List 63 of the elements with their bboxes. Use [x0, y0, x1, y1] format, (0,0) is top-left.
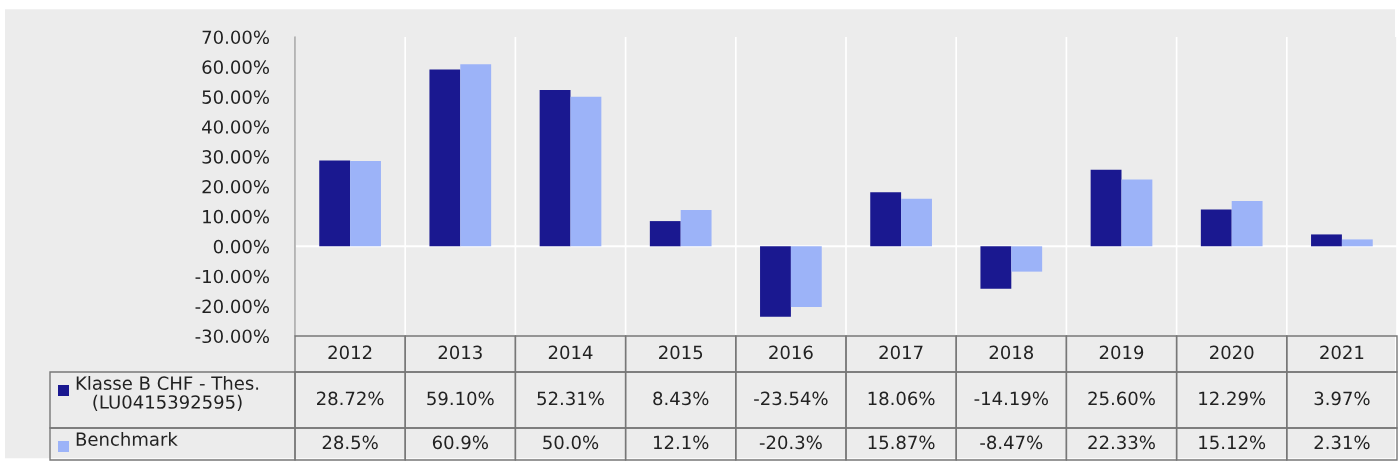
bar	[649, 221, 681, 247]
y-tick-label: 40.00%	[202, 120, 269, 134]
bar	[1231, 201, 1263, 247]
data-label: 59.10%	[427, 391, 494, 406]
data-label: -20.3%	[759, 435, 822, 450]
data-label: 2.31%	[1314, 435, 1370, 450]
x-tick-label: 2020	[1210, 345, 1254, 360]
bar	[790, 246, 822, 307]
bar	[1090, 169, 1122, 247]
data-label: 3.97%	[1314, 391, 1370, 406]
data-label: 28.5%	[322, 435, 378, 450]
data-label: 15.12%	[1199, 435, 1266, 450]
y-tick-label: -20.00%	[195, 299, 269, 314]
x-tick-label: 2018	[989, 345, 1034, 360]
bar	[1011, 246, 1043, 272]
bar	[870, 192, 902, 247]
bar	[429, 69, 461, 247]
bar	[1200, 209, 1232, 247]
y-tick-label: 20.00%	[202, 179, 269, 194]
data-label: 8.43%	[653, 391, 709, 406]
data-label: 25.60%	[1088, 391, 1155, 406]
y-tick-label: 70.00%	[202, 30, 269, 45]
x-tick-label: 2017	[879, 345, 923, 360]
bar	[901, 198, 932, 247]
data-label: 18.06%	[868, 391, 935, 406]
data-label: -23.54%	[754, 391, 828, 406]
bar	[460, 64, 492, 247]
y-tick-label: 0.00%	[213, 239, 269, 254]
x-tick-label: 2013	[438, 345, 482, 360]
y-tick-label: 30.00%	[202, 150, 269, 164]
legend-label: Klasse B CHF - Thes. (LU0415392595)	[76, 376, 259, 411]
x-tick-label: 2012	[328, 345, 372, 360]
data-label: 15.87%	[868, 435, 935, 450]
y-tick-label: 60.00%	[202, 60, 269, 75]
data-label: 60.9%	[432, 435, 488, 450]
x-tick-label: 2019	[1099, 345, 1144, 360]
bar	[570, 96, 602, 247]
y-tick-label: 50.00%	[202, 90, 269, 104]
x-tick-label: 2014	[548, 345, 593, 360]
bar	[980, 246, 1012, 289]
bar	[1311, 234, 1342, 247]
legend-label: Benchmark	[76, 432, 178, 446]
x-tick-label: 2015	[659, 345, 703, 360]
bar	[1341, 239, 1373, 247]
bar	[760, 246, 791, 317]
data-label: -8.47%	[980, 435, 1043, 450]
y-tick-label: -30.00%	[195, 329, 269, 344]
data-label: 12.29%	[1199, 391, 1266, 406]
data-label: 50.0%	[543, 435, 599, 450]
data-label: 12.1%	[654, 435, 709, 450]
y-tick-label: 10.00%	[203, 209, 269, 224]
data-label: 52.31%	[537, 391, 604, 406]
bar	[539, 89, 571, 247]
bar	[1121, 179, 1153, 247]
data-label: 22.33%	[1088, 435, 1155, 450]
bar	[350, 161, 381, 247]
data-label: 28.72%	[317, 391, 384, 406]
x-tick-label: 2021	[1320, 345, 1364, 360]
x-tick-label: 2016	[769, 345, 813, 360]
bar	[680, 210, 712, 247]
y-tick-label: -10.00%	[195, 269, 269, 284]
bar	[319, 160, 351, 247]
data-label: -14.19%	[974, 391, 1048, 406]
